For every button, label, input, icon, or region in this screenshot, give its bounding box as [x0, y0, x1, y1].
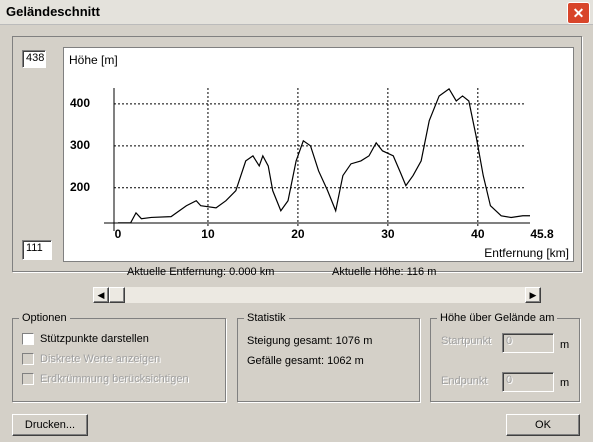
scrollbar[interactable]: ◀ ▶ — [93, 287, 541, 303]
profile-line — [118, 87, 530, 224]
window-title: Geländeschnitt — [6, 4, 100, 19]
x-tick-label: 0 — [115, 227, 122, 241]
max-height-field[interactable]: 438 — [22, 50, 46, 68]
option-label: Erdkrümmung berücksichtigen — [40, 373, 189, 385]
height-status: Aktuelle Höhe: 116 m — [332, 266, 437, 278]
stat-line: Gefälle gesamt: 1062 m — [247, 355, 364, 367]
x-tick-label: 10 — [201, 227, 215, 241]
chart: Höhe [m] Entfernung [km] 200 300 400 0 10 20 3… — [63, 47, 574, 262]
option-label: Diskrete Werte anzeigen — [40, 353, 161, 365]
close-button[interactable]: ✕ — [567, 2, 590, 24]
ok-button[interactable]: OK — [506, 414, 580, 436]
options-group: Optionen Stützpunkte darstellen Diskrete … — [12, 312, 226, 402]
checkbox — [22, 373, 34, 385]
stat-line: Steigung gesamt: 1076 m — [247, 335, 373, 347]
min-height-field[interactable]: 111 — [22, 240, 52, 260]
height-group: Höhe über Gelände am Startpunkt 0 m Endp… — [430, 312, 580, 402]
group-title: Höhe über Gelände am — [437, 312, 558, 324]
unit: m — [560, 339, 570, 351]
x-tick-label: 30 — [381, 227, 395, 241]
distance-status: Aktuelle Entfernung: 0.000 km — [127, 266, 275, 278]
x-axis-label: Entfernung [km] — [484, 246, 569, 260]
option-label: Stützpunkte darstellen — [40, 333, 149, 345]
scroll-left[interactable]: ◀ — [93, 287, 109, 303]
statistics-group: Statistik Steigung gesamt: 1076 m Gefäll… — [237, 312, 420, 402]
unit: m — [560, 377, 570, 389]
start-label: Startpunkt — [441, 335, 492, 347]
y-tick-label: 400 — [70, 96, 90, 110]
title-bar: Geländeschnitt ✕ — [0, 0, 593, 25]
scroll-right[interactable]: ▶ — [525, 287, 541, 303]
end-label: Endpunkt — [441, 375, 488, 387]
y-tick-label: 200 — [70, 180, 90, 194]
end-field: 0 — [502, 372, 554, 392]
group-title: Optionen — [19, 312, 70, 324]
checkbox — [22, 353, 34, 365]
chart-frame — [12, 36, 582, 272]
x-tick-label: 45.8 — [530, 227, 554, 241]
x-tick-label: 20 — [291, 227, 305, 241]
y-tick-label: 300 — [70, 138, 90, 152]
group-title: Statistik — [244, 312, 289, 324]
x-tick-label: 40 — [471, 227, 485, 241]
checkbox[interactable] — [22, 333, 34, 345]
scroll-thumb[interactable] — [109, 287, 125, 303]
start-field: 0 — [502, 333, 554, 353]
y-axis-label: Höhe [m] — [69, 53, 118, 67]
print-button[interactable]: Drucken... — [12, 414, 88, 436]
